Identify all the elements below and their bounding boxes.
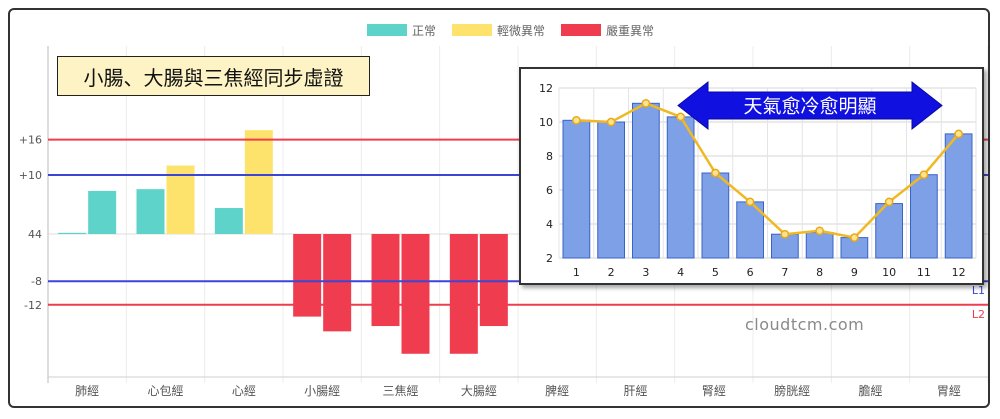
inset-x-tick-3: 4 [677,266,684,279]
inset-line-point-11 [954,129,963,139]
ref-line-label-1: +10 [19,169,42,182]
inset-y-tick-1: 10 [539,116,553,129]
legend-swatch-0 [367,24,407,36]
inset-bar-10 [910,174,938,259]
bar-4-1 [401,234,430,354]
inset-x-tick-1: 2 [608,266,615,279]
inset-bar-4 [701,172,730,259]
inset-x-tick-11: 12 [952,266,966,279]
bar-2-0 [214,208,243,234]
inset-x-tick-9: 10 [882,266,896,279]
x-tick-label-7: 肝經 [623,384,647,398]
legend-label-1: 輕微異常 [497,24,545,38]
bar-5-1 [479,234,508,327]
bar-0-0 [58,232,87,234]
ref-line-label-3: -12 [24,299,42,312]
bar-1-1 [166,165,195,234]
inset-line-point-2 [641,98,651,108]
inset-bar-1 [597,121,625,259]
bar-2-1 [244,130,273,234]
inset-bar-7 [805,232,834,259]
x-tick-label-1: 心包經 [147,384,183,398]
x-tick-label-11: 胃經 [937,384,961,398]
baseline-label: 44 [28,228,42,241]
bar-1-0 [136,189,165,234]
x-tick-label-10: 膽經 [858,383,882,398]
inset-y-tick-2: 8 [546,150,553,163]
inset-x-tick-0: 1 [573,266,580,279]
legend-swatch-1 [452,24,492,36]
legend-label-2: 嚴重異常 [606,24,654,38]
chart-title-box: 小腸、大腸與三焦經同步虛證 [57,56,370,96]
inset-line-point-10 [919,170,929,180]
inset-chart-panel: 12 10 8 6 4 2 1 2 3 4 5 6 7 8 9 10 11 12 天氣愈冷愈明顯 [519,67,984,285]
bar-5-0 [449,234,478,354]
inset-bar-11 [944,133,973,259]
inset-y-tick-3: 6 [546,184,553,197]
ref-line-label-2: -8 [31,275,42,288]
inset-x-tick-6: 7 [781,266,788,279]
x-tick-label-2: 心經 [232,384,256,398]
inset-bar-0 [562,119,591,259]
x-tick-label-0: 肺經 [75,384,99,398]
x-tick-label-3: 小腸經 [304,384,340,398]
x-tick-label-5: 大腸經 [461,384,497,398]
inset-line-point-7 [815,226,824,236]
ref-line-side-label-2: L1 [972,284,985,297]
bar-3-0 [293,234,322,317]
bar-0-1 [88,190,117,234]
legend-swatch-2 [561,24,601,36]
inset-y-tick-5: 2 [546,252,553,265]
inset-bar-3 [666,116,695,259]
inset-x-tick-7: 8 [816,266,823,279]
inset-x-tick-2: 3 [642,266,649,279]
ref-line-side-label-3: L2 [972,308,985,321]
x-tick-label-8: 腎經 [702,384,726,398]
inset-x-tick-4: 5 [712,266,719,279]
x-tick-label-6: 脾經 [545,383,569,398]
inset-line-point-4 [711,168,720,178]
x-tick-label-4: 三焦經 [382,384,418,398]
inset-y-tick-4: 4 [546,218,553,231]
inset-x-tick-10: 11 [917,266,931,279]
bar-4-0 [371,234,400,327]
inset-line-point-1 [606,117,616,127]
x-tick-label-9: 膀胱經 [774,383,810,398]
inset-y-tick-0: 12 [539,82,553,95]
bar-3-1 [323,234,352,332]
inset-line-point-9 [884,197,894,207]
inset-bar-2 [632,102,660,259]
inset-line-point-5 [745,197,755,207]
watermark-text: cloudtcm.com [745,315,865,334]
ref-line-label-0: +16 [19,134,42,147]
legend-label-0: 正常 [412,24,436,38]
banner-text: 天氣愈冷愈明顯 [743,96,876,118]
inset-x-tick-8: 9 [851,266,858,279]
inset-line-point-6 [780,229,790,239]
inset-line-point-3 [676,112,685,122]
inset-x-tick-5: 6 [747,266,754,279]
inset-line-point-0 [572,115,581,125]
inset-line-point-8 [850,233,859,242]
inset-trend-line [576,101,960,239]
banner-arrow [677,80,943,131]
